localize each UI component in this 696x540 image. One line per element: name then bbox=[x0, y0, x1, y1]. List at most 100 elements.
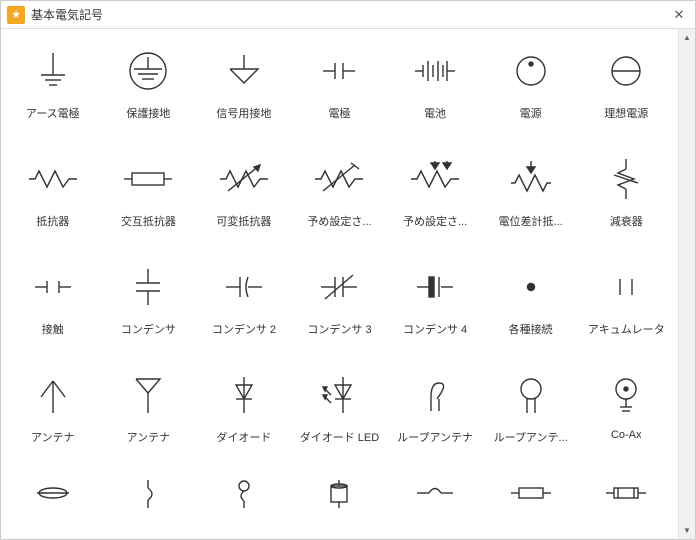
titlebar: ★ 基本電気記号 ✕ bbox=[1, 1, 695, 29]
symbol-power-source[interactable]: 電源 bbox=[483, 37, 579, 145]
symbol-coax[interactable]: Co-Ax bbox=[578, 361, 674, 469]
symbol-label: ダイオード bbox=[216, 429, 271, 445]
symbol-label: 信号用接地 bbox=[216, 105, 271, 121]
symbol-partial-1[interactable] bbox=[5, 469, 101, 527]
symbol-partial-5[interactable] bbox=[387, 469, 483, 527]
symbol-partial-4[interactable] bbox=[292, 469, 388, 527]
vertical-scrollbar[interactable]: ▲ ▼ bbox=[678, 29, 695, 539]
capacitor-3-icon bbox=[299, 253, 379, 321]
symbol-label: ダイオード LED bbox=[300, 429, 379, 445]
symbol-partial-2[interactable] bbox=[101, 469, 197, 527]
symbol-label: 可変抵抗器 bbox=[216, 213, 271, 229]
partial-1-icon bbox=[13, 469, 93, 517]
resistor-icon bbox=[13, 145, 93, 213]
symbol-label: コンデンサ bbox=[121, 321, 176, 337]
accumulator-icon bbox=[586, 253, 666, 321]
symbol-label: 予め設定さ... bbox=[403, 213, 467, 229]
symbol-label: 電極 bbox=[328, 105, 350, 121]
symbol-signal-ground[interactable]: 信号用接地 bbox=[196, 37, 292, 145]
symbol-label: 理想電源 bbox=[604, 105, 648, 121]
symbol-label: アース電極 bbox=[26, 105, 80, 121]
symbol-label: 各種接続 bbox=[509, 321, 553, 337]
scroll-track[interactable] bbox=[679, 46, 695, 522]
alt-resistor-icon bbox=[108, 145, 188, 213]
symbol-label: 抵抗器 bbox=[36, 213, 69, 229]
symbol-label: 保護接地 bbox=[126, 105, 170, 121]
symbol-capacitor[interactable]: コンデンサ bbox=[101, 253, 197, 361]
ideal-source-icon bbox=[586, 37, 666, 105]
symbol-label: Co-Ax bbox=[611, 429, 642, 441]
symbol-capacitor-2[interactable]: コンデンサ 2 bbox=[196, 253, 292, 361]
symbol-label: コンデンサ 3 bbox=[307, 321, 371, 337]
symbol-label: 減衰器 bbox=[610, 213, 643, 229]
coax-icon bbox=[586, 361, 666, 429]
symbol-antenna-2[interactable]: アンテナ bbox=[101, 361, 197, 469]
symbol-diode-led[interactable]: ダイオード LED bbox=[292, 361, 388, 469]
power-source-icon bbox=[491, 37, 571, 105]
variable-resistor-icon bbox=[204, 145, 284, 213]
connection-icon bbox=[491, 253, 571, 321]
symbol-label: ループアンテ... bbox=[494, 429, 568, 445]
scroll-down-arrow-icon[interactable]: ▼ bbox=[679, 522, 695, 539]
title-left: ★ 基本電気記号 bbox=[7, 6, 103, 24]
partial-3-icon bbox=[204, 469, 284, 517]
contact-icon bbox=[13, 253, 93, 321]
symbol-label: コンデンサ 4 bbox=[403, 321, 467, 337]
symbol-loop-antenna-2[interactable]: ループアンテ... bbox=[483, 361, 579, 469]
potentiometer-icon bbox=[491, 145, 571, 213]
capacitor-icon bbox=[108, 253, 188, 321]
symbol-ideal-source[interactable]: 理想電源 bbox=[578, 37, 674, 145]
symbol-electrode[interactable]: 電極 bbox=[292, 37, 388, 145]
symbol-partial-3[interactable] bbox=[196, 469, 292, 527]
symbol-diode[interactable]: ダイオード bbox=[196, 361, 292, 469]
symbol-protective-earth[interactable]: 保護接地 bbox=[101, 37, 197, 145]
symbol-label: アキュムレータ bbox=[588, 321, 665, 337]
attenuator-icon bbox=[586, 145, 666, 213]
symbol-variable-resistor[interactable]: 可変抵抗器 bbox=[196, 145, 292, 253]
diode-icon bbox=[204, 361, 284, 429]
symbol-antenna-1[interactable]: アンテナ bbox=[5, 361, 101, 469]
symbol-label: 接触 bbox=[42, 321, 64, 337]
symbol-label: アンテナ bbox=[31, 429, 75, 445]
symbol-label: 交互抵抗器 bbox=[121, 213, 176, 229]
protective-earth-icon bbox=[108, 37, 188, 105]
partial-4-icon bbox=[299, 469, 379, 517]
symbol-label: 電源 bbox=[520, 105, 542, 121]
symbol-contact[interactable]: 接触 bbox=[5, 253, 101, 361]
preset-2-icon bbox=[395, 145, 475, 213]
symbol-capacitor-4[interactable]: コンデンサ 4 bbox=[387, 253, 483, 361]
symbol-accumulator[interactable]: アキュムレータ bbox=[578, 253, 674, 361]
earth-electrode-icon bbox=[13, 37, 93, 105]
partial-2-icon bbox=[108, 469, 188, 517]
loop-antenna-1-icon bbox=[395, 361, 475, 429]
battery-icon bbox=[395, 37, 475, 105]
window-title: 基本電気記号 bbox=[31, 6, 103, 23]
signal-ground-icon bbox=[204, 37, 284, 105]
symbol-partial-6[interactable] bbox=[483, 469, 579, 527]
partial-5-icon bbox=[395, 469, 475, 517]
symbol-battery[interactable]: 電池 bbox=[387, 37, 483, 145]
symbol-grid: アース電極 保護接地 信号用接地 電極 電池電源 理想電源抵抗器 交互抵抗器 可変抵抗器 予め設… bbox=[5, 37, 674, 527]
symbol-preset-1[interactable]: 予め設定さ... bbox=[292, 145, 388, 253]
antenna-2-icon bbox=[108, 361, 188, 429]
electrode-icon bbox=[299, 37, 379, 105]
symbol-label: 電位差計抵... bbox=[499, 213, 563, 229]
close-icon: ✕ bbox=[674, 7, 685, 23]
partial-6-icon bbox=[491, 469, 571, 517]
symbol-attenuator[interactable]: 減衰器 bbox=[578, 145, 674, 253]
symbol-loop-antenna-1[interactable]: ループアンテナ bbox=[387, 361, 483, 469]
symbol-resistor[interactable]: 抵抗器 bbox=[5, 145, 101, 253]
symbol-preset-2[interactable]: 予め設定さ... bbox=[387, 145, 483, 253]
symbol-connection[interactable]: 各種接続 bbox=[483, 253, 579, 361]
grid-wrap: アース電極 保護接地 信号用接地 電極 電池電源 理想電源抵抗器 交互抵抗器 可変抵抗器 予め設… bbox=[1, 29, 678, 539]
symbol-potentiometer[interactable]: 電位差計抵... bbox=[483, 145, 579, 253]
scroll-up-arrow-icon[interactable]: ▲ bbox=[679, 29, 695, 46]
partial-7-icon bbox=[586, 469, 666, 517]
symbol-capacitor-3[interactable]: コンデンサ 3 bbox=[292, 253, 388, 361]
symbol-alt-resistor[interactable]: 交互抵抗器 bbox=[101, 145, 197, 253]
close-button[interactable]: ✕ bbox=[669, 5, 689, 25]
symbol-label: アンテナ bbox=[127, 429, 171, 445]
symbol-label: コンデンサ 2 bbox=[212, 321, 276, 337]
symbol-partial-7[interactable] bbox=[578, 469, 674, 527]
symbol-earth-electrode[interactable]: アース電極 bbox=[5, 37, 101, 145]
